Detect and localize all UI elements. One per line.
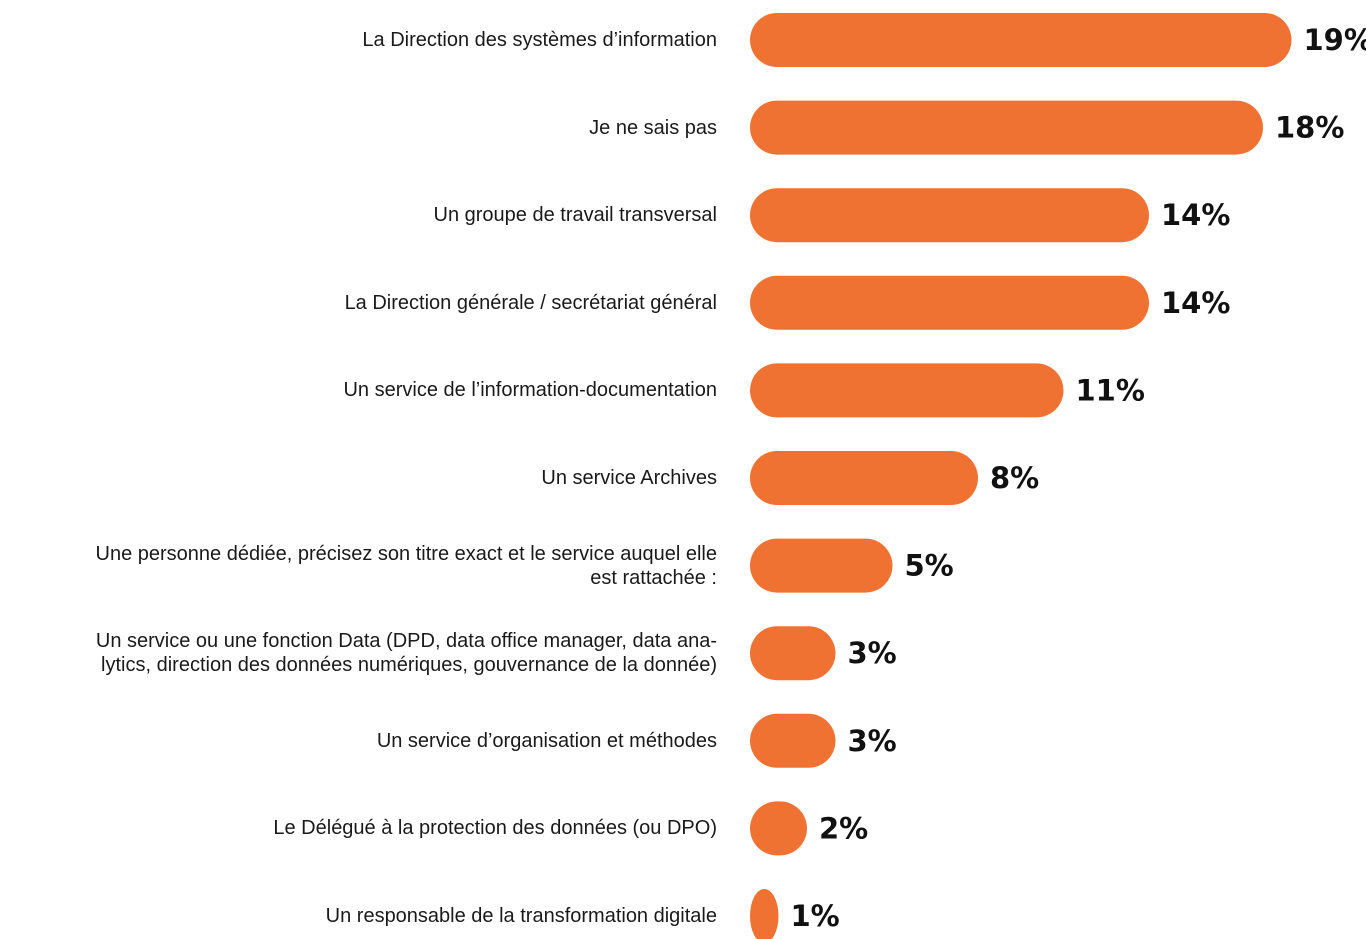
value-label: 8% <box>990 461 1039 495</box>
value-label: 3% <box>848 636 897 670</box>
value-label: 19% <box>1304 23 1366 57</box>
category-label: Je ne sais pas <box>589 116 717 139</box>
value-label: 2% <box>819 811 868 845</box>
bar <box>750 801 807 856</box>
bar <box>750 100 1263 155</box>
bar <box>750 451 978 505</box>
category-label: Un groupe de travail transversal <box>433 204 717 227</box>
category-label: Un service ou une fonction Data (DPD, da… <box>95 630 717 677</box>
category-label: Un service d’organisation et méthodes <box>376 729 717 752</box>
bar <box>750 889 779 939</box>
value-label: 3% <box>848 724 897 758</box>
bar <box>750 13 1292 67</box>
category-label: Une personne dédiée, précisez son titre … <box>95 542 717 589</box>
value-label: 11% <box>1076 373 1145 407</box>
value-label: 1% <box>791 899 840 933</box>
bar <box>750 363 1064 418</box>
category-label: La Direction générale / secrétariat géné… <box>344 291 717 314</box>
bar <box>750 713 836 768</box>
category-label: Le Délégué à la protection des données (… <box>273 817 717 840</box>
bar <box>750 538 893 593</box>
category-label: Un responsable de la transformation digi… <box>325 905 717 927</box>
category-label: La Direction des systèmes d’information <box>362 29 717 51</box>
category-label: Un service de l’information-documentatio… <box>343 379 717 402</box>
bar <box>750 275 1149 330</box>
bar <box>750 626 836 681</box>
value-label: 14% <box>1161 286 1230 320</box>
bar <box>750 188 1149 243</box>
value-label: 14% <box>1161 198 1230 232</box>
value-label: 5% <box>905 549 954 583</box>
category-label: Un service Archives <box>541 467 717 489</box>
value-label: 18% <box>1275 111 1344 145</box>
